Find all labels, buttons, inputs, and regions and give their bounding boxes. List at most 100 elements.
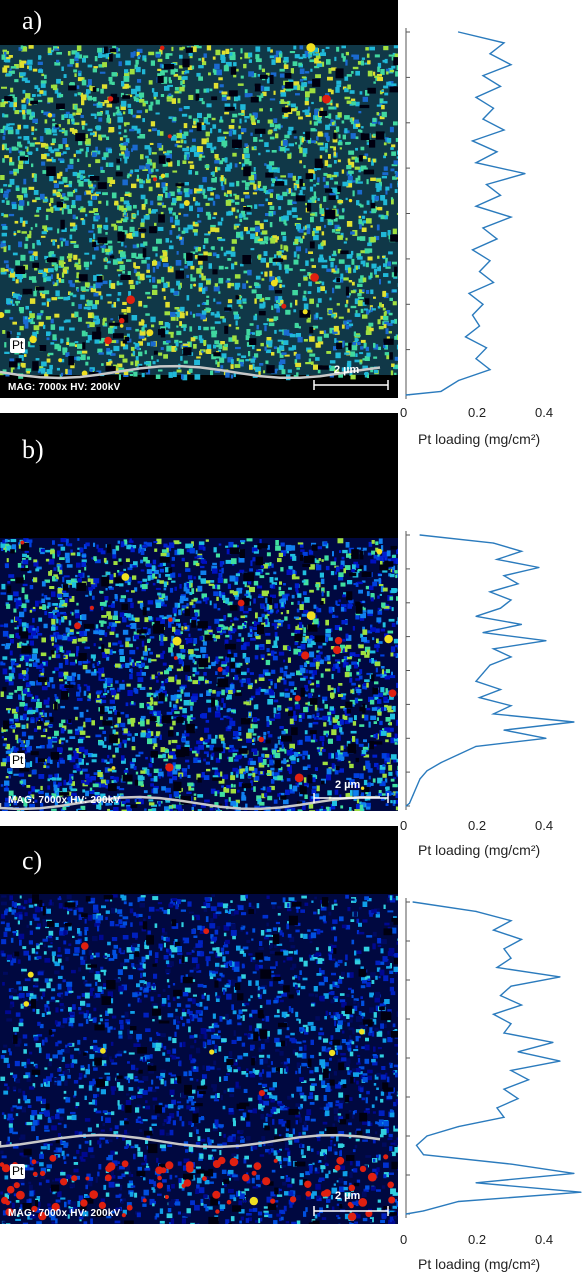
loading-point: [499, 688, 502, 691]
loading-point: [489, 369, 491, 371]
scale-label-b: 2 µm: [335, 779, 361, 791]
loading-point: [415, 786, 418, 788]
loading-point: [520, 550, 523, 552]
pt-map-c: c) Pt MAG: 7000x HV: 200kV 2 µm: [0, 826, 398, 1224]
loading-point: [499, 85, 502, 87]
loading-point: [408, 802, 411, 804]
loading-point: [524, 173, 526, 175]
loading-point: [475, 1182, 477, 1184]
element-label-c: Pt: [10, 1164, 26, 1179]
loading-point: [517, 1098, 519, 1100]
loading-profile-c: [405, 898, 582, 1218]
scale-label-a: 2 µm: [334, 364, 360, 376]
loading-point: [426, 1135, 428, 1137]
x-tick-02-b: 0.2: [468, 818, 487, 833]
loading-point: [492, 929, 495, 931]
loading-point: [492, 648, 495, 650]
x-tick-0-c: 0: [400, 1232, 408, 1247]
scale-label-c: 2 µm: [335, 1190, 361, 1202]
loading-point: [552, 1041, 554, 1043]
loading-point: [485, 183, 488, 186]
pt-map-a: a) Pt MAG: 7000x HV: 200kV 2 µm: [0, 0, 398, 398]
loading-point: [503, 729, 505, 731]
loading-point: [405, 394, 407, 396]
loading-point: [457, 1200, 460, 1203]
x-axis-label-c: Pt loading (mg/cm²): [418, 1256, 541, 1272]
pt-map-a-image: [0, 43, 398, 390]
loading-point: [496, 966, 498, 969]
scale-bar: [313, 793, 389, 803]
loading-point: [475, 358, 477, 360]
panel-c: c) Pt MAG: 7000x HV: 200kV 2 µm: [0, 826, 584, 1236]
loading-point: [520, 938, 523, 940]
loading-point: [457, 1126, 460, 1128]
loading-point: [496, 151, 498, 153]
pt-map-b-image: [0, 538, 398, 811]
loading-point: [499, 194, 502, 196]
loading-point: [492, 542, 495, 544]
loading-point: [457, 753, 460, 756]
loading-point: [496, 1107, 498, 1109]
loading-point: [503, 42, 505, 44]
loading-profile-a: [405, 28, 526, 399]
panel-letter-a: a): [22, 6, 43, 35]
loading-point: [573, 1172, 575, 1174]
loading-point: [412, 901, 414, 903]
loading-point: [545, 640, 547, 642]
loading-point: [405, 805, 407, 807]
loading-point: [422, 1154, 425, 1156]
loading-profile-b: [405, 531, 575, 810]
loading-point: [510, 920, 512, 922]
loading-point: [517, 1051, 519, 1053]
loading-point: [475, 205, 477, 207]
loading-line-series: [405, 31, 526, 396]
loading-point: [482, 672, 484, 674]
loading-point: [510, 64, 512, 66]
loading-point: [538, 566, 540, 569]
loading-point: [482, 118, 484, 120]
loading-point: [520, 1004, 523, 1006]
mag-label-a: MAG: 7000x HV: 200kV: [8, 382, 121, 393]
pt-map-b: b) Pt MAG: 7000x HV: 200kV 2 µm: [0, 413, 398, 811]
x-tick-0-b: 0: [400, 818, 408, 833]
loading-point: [471, 140, 474, 142]
loading-point: [510, 985, 512, 987]
x-axis-c: 0 0.2 0.4 Pt loading (mg/cm²): [398, 1232, 584, 1280]
loading-point: [496, 558, 498, 560]
loading-point: [457, 379, 460, 382]
loading-point: [440, 762, 442, 764]
loading-line-series: [405, 534, 575, 807]
loading-point: [503, 1088, 505, 1090]
panel-letter-c: c): [22, 846, 43, 875]
loading-point: [482, 75, 484, 77]
scale-bar: [313, 1206, 389, 1216]
loading-point: [478, 697, 481, 699]
loading-point: [580, 1191, 582, 1193]
loading-point: [426, 770, 428, 772]
loading-point: [510, 705, 512, 707]
loading-point: [492, 1013, 495, 1015]
loading-point: [559, 1060, 561, 1062]
pt-map-c-image: [0, 894, 398, 1224]
loading-point: [475, 680, 477, 682]
mag-label-c: MAG: 7000x HV: 200kV: [8, 1208, 121, 1219]
loading-point: [489, 260, 491, 262]
loading-point: [503, 1116, 505, 1118]
element-label-a: Pt: [10, 338, 26, 353]
loading-point: [482, 632, 484, 634]
loading-point: [545, 737, 547, 739]
x-tick-02-c: 0.2: [468, 1232, 487, 1247]
scale-bar: [313, 380, 389, 390]
x-axis-b: 0 0.2 0.4 Pt loading (mg/cm²): [398, 818, 584, 866]
loading-point: [464, 336, 467, 338]
loading-point: [478, 325, 481, 327]
panel-b: b) Pt MAG: 7000x HV: 200kV 2 µm: [0, 413, 584, 823]
loading-point: [475, 910, 477, 912]
loading-point: [492, 281, 495, 284]
loading-point: [499, 995, 502, 997]
loading-point: [478, 271, 481, 273]
loading-point: [517, 583, 519, 585]
loading-point: [475, 615, 477, 617]
panel-letter-b: b): [22, 435, 44, 464]
map-speckle: [0, 538, 398, 811]
